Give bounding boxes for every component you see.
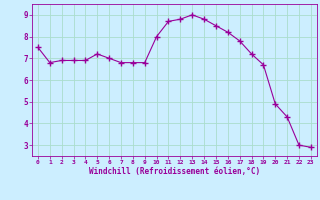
X-axis label: Windchill (Refroidissement éolien,°C): Windchill (Refroidissement éolien,°C): [89, 167, 260, 176]
